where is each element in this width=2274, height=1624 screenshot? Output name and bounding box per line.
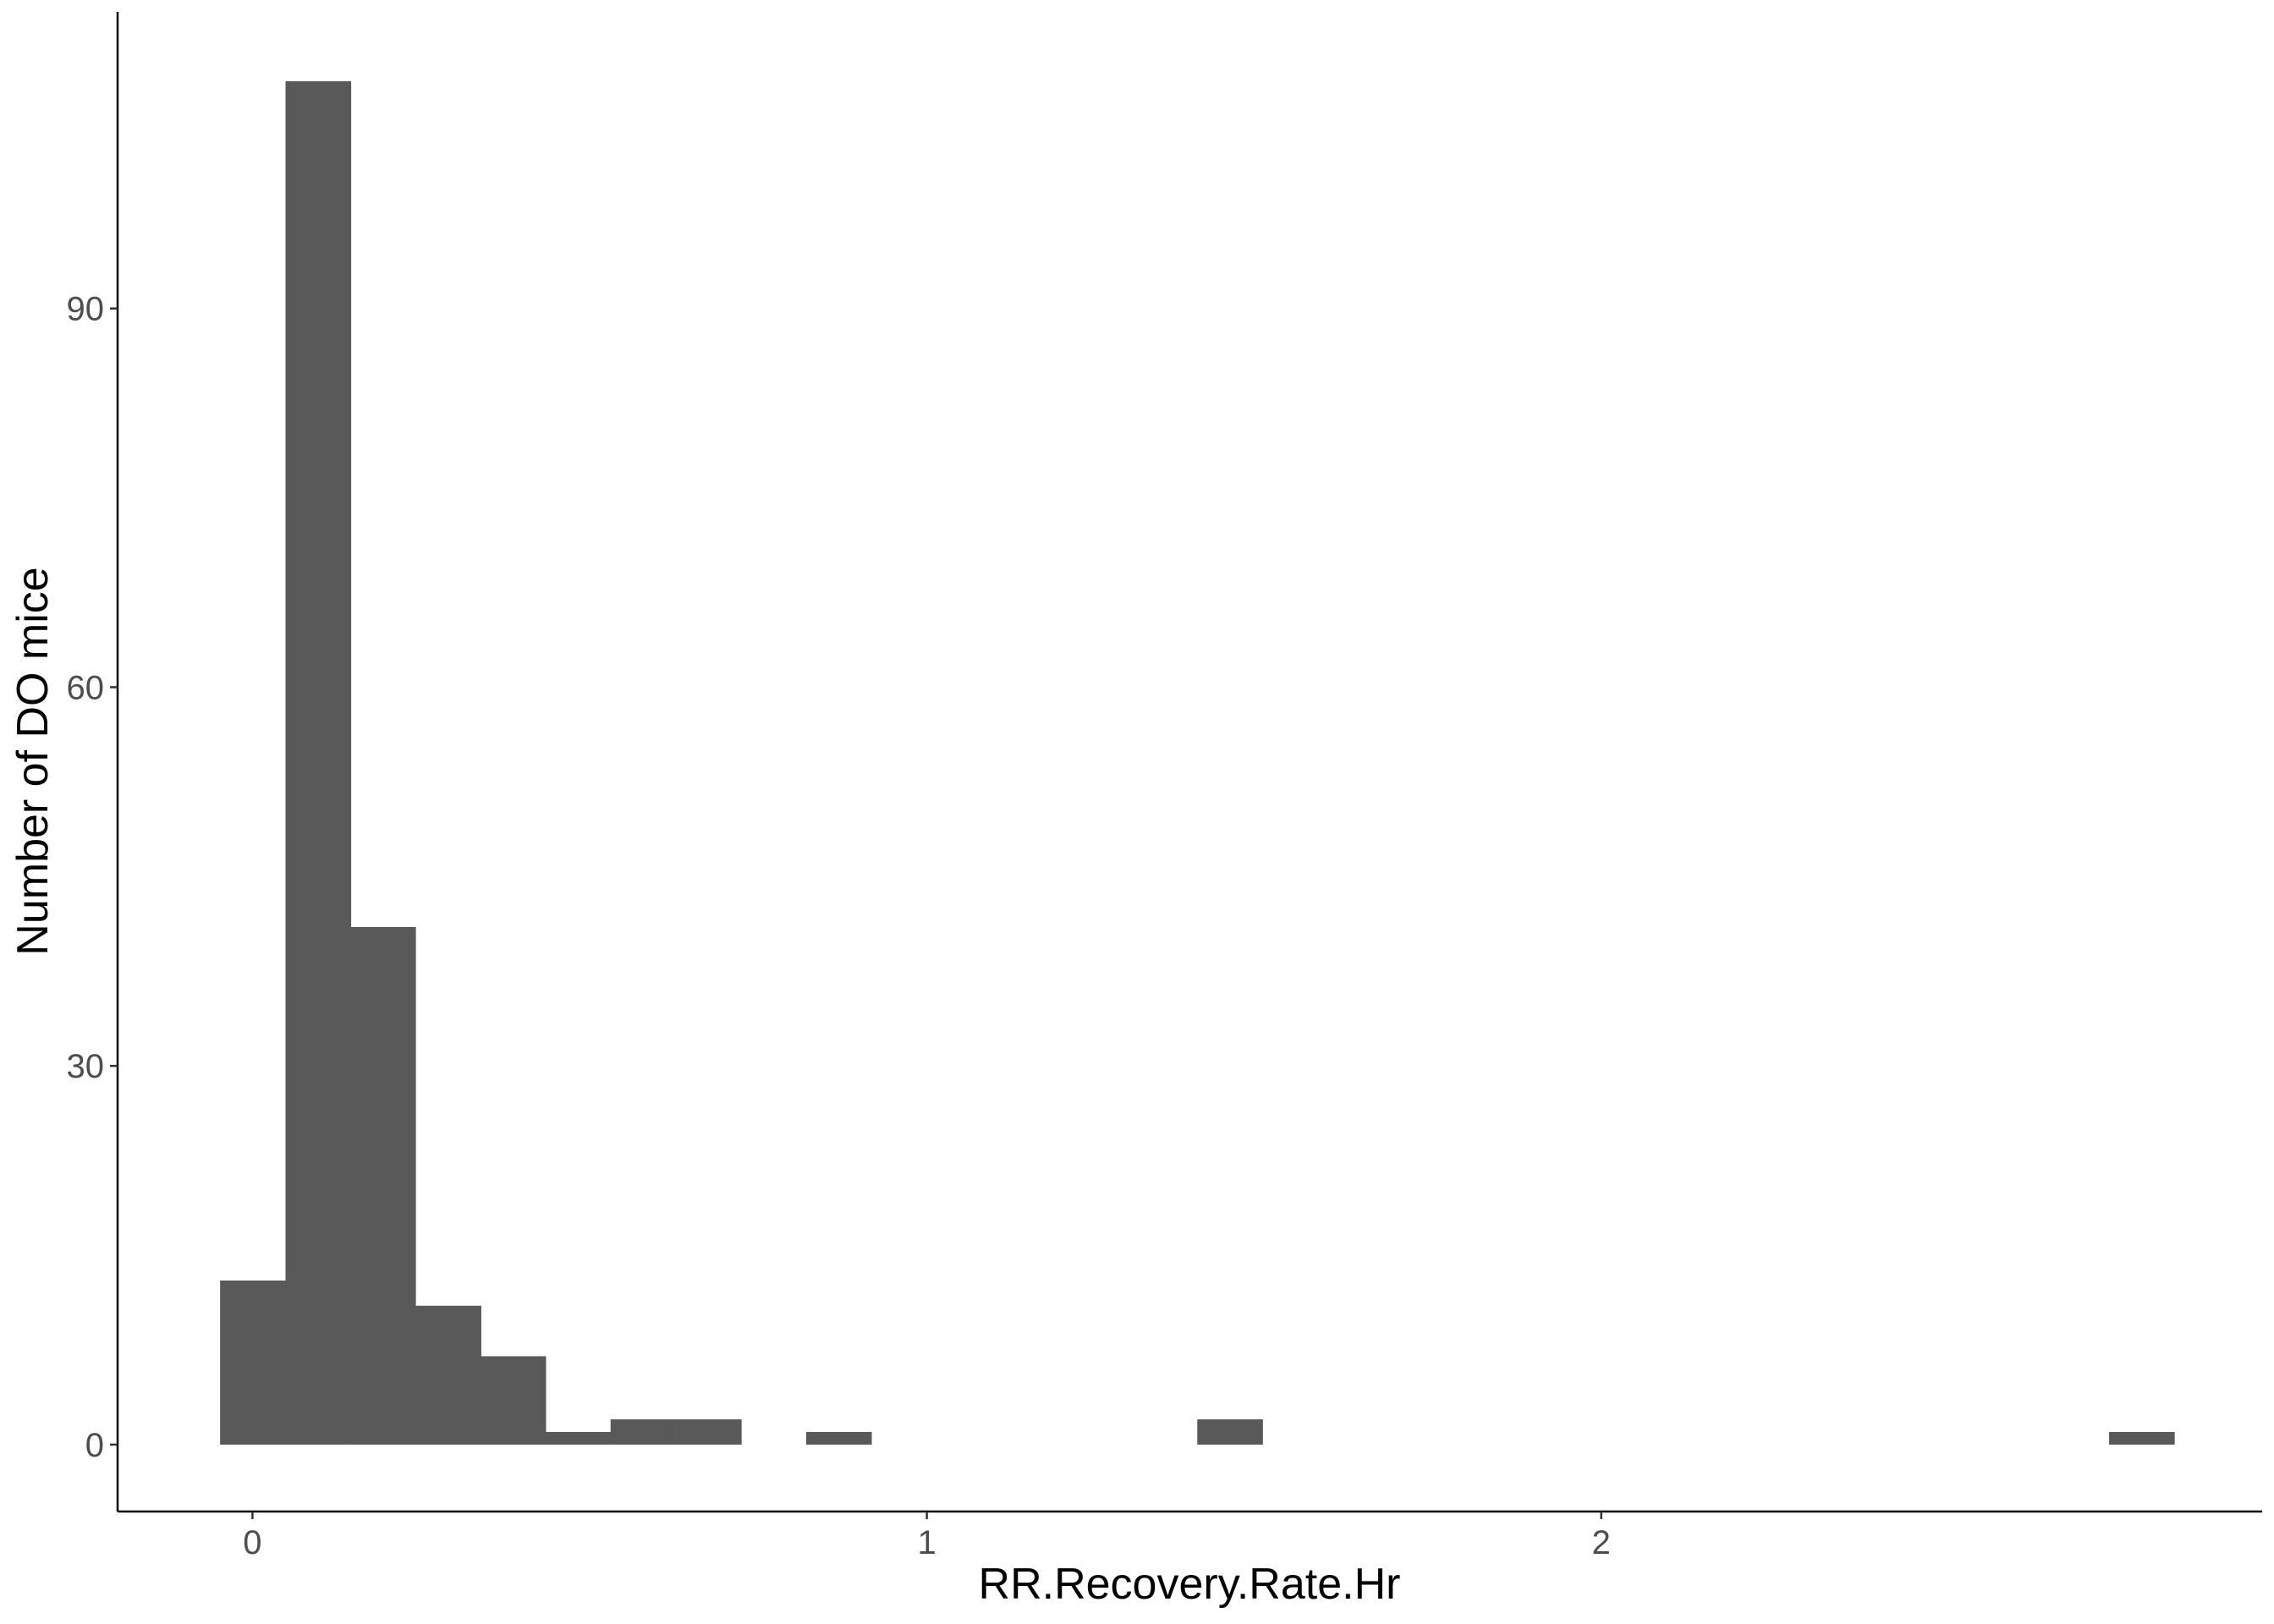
x-axis-title: RR.Recovery.Rate.Hr (979, 1560, 1401, 1609)
histogram-bar (480, 1356, 547, 1445)
x-ticks-group: 0 1 2 (243, 1512, 1611, 1561)
y-tick-label: 0 (85, 1427, 104, 1464)
histogram-bar (2109, 1431, 2175, 1445)
y-tick-label: 30 (67, 1048, 105, 1085)
histogram-bar (676, 1419, 742, 1445)
histogram-bar (610, 1419, 677, 1445)
x-tick-label: 2 (1592, 1524, 1611, 1561)
histogram-bar (1197, 1419, 1263, 1445)
histogram-bar (805, 1431, 872, 1445)
histogram-bar (220, 1280, 286, 1445)
histogram-bar (285, 81, 352, 1445)
y-tick-label: 60 (67, 669, 105, 706)
x-tick-label: 0 (243, 1524, 261, 1561)
x-tick-label: 1 (917, 1524, 936, 1561)
histogram-bar (546, 1431, 612, 1445)
y-tick-label: 90 (67, 291, 105, 328)
bars-group (220, 81, 2175, 1445)
histogram-bar (415, 1305, 481, 1445)
y-axis-title: Number of DO mice (8, 567, 58, 955)
y-ticks-group: 0 30 60 90 (67, 291, 118, 1464)
histogram-bar (350, 927, 416, 1445)
